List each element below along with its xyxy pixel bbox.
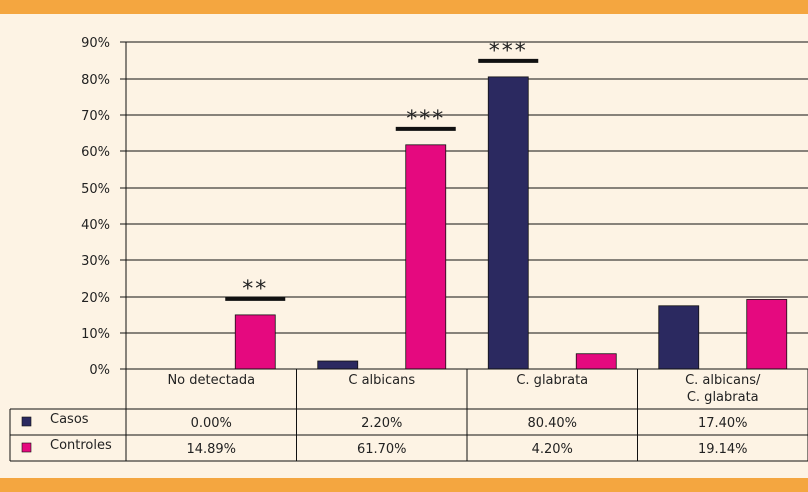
bar-controles-1 (405, 144, 447, 370)
legend-label-controles: Controles (50, 438, 112, 453)
x-category-label: C. albicans/ (685, 373, 761, 388)
y-tick-label: 30% (81, 254, 110, 269)
x-category-label: No detectada (167, 373, 255, 388)
y-tick-label: 80% (81, 73, 110, 88)
bar-controles-2 (575, 353, 617, 370)
significance-label: *** (406, 107, 445, 132)
y-tick-label: 40% (81, 218, 110, 233)
significance-label: ** (242, 277, 268, 302)
legend-swatch-casos (21, 416, 32, 427)
y-tick-label: 0% (89, 363, 110, 378)
table-cell: 4.20% (532, 442, 573, 457)
x-category-label: C. glabrata (687, 390, 759, 405)
legend-label-casos: Casos (50, 412, 89, 427)
x-category-label: C albicans (348, 373, 415, 388)
y-tick-label: 70% (81, 109, 110, 124)
bar-controles-3 (746, 299, 788, 370)
table-cell: 2.20% (361, 416, 402, 431)
bar-casos-3 (658, 305, 700, 370)
table-cell: 0.00% (191, 416, 232, 431)
bar-controles-0 (234, 314, 276, 370)
bar-casos-1 (317, 360, 359, 370)
legend-swatch-controles (21, 442, 32, 453)
significance-label: *** (489, 39, 528, 64)
table-cell: 17.40% (698, 416, 748, 431)
bar-casos-2 (487, 76, 529, 370)
gridlines (125, 41, 808, 370)
y-tick-label: 10% (81, 327, 110, 342)
table-cell: 80.40% (527, 416, 577, 431)
bottom-band (0, 478, 808, 492)
y-tick-label: 90% (81, 36, 110, 51)
significance-markers: ******** (225, 39, 539, 302)
y-tick-label: 60% (81, 145, 110, 160)
table-cell: 61.70% (357, 442, 407, 457)
bars (234, 76, 788, 370)
y-tick-label: 20% (81, 291, 110, 306)
x-category-label: C. glabrata (516, 373, 588, 388)
table-cell: 19.14% (698, 442, 748, 457)
table-cell: 14.89% (186, 442, 236, 457)
y-axis-ticks: 0% 10% 20% 30% 40% 50% 60% 70% 80% 90% (81, 36, 126, 378)
y-tick-label: 50% (81, 182, 110, 197)
top-band (0, 0, 808, 14)
data-table: No detectada C albicans C. glabrata C. albi… (9, 368, 808, 462)
